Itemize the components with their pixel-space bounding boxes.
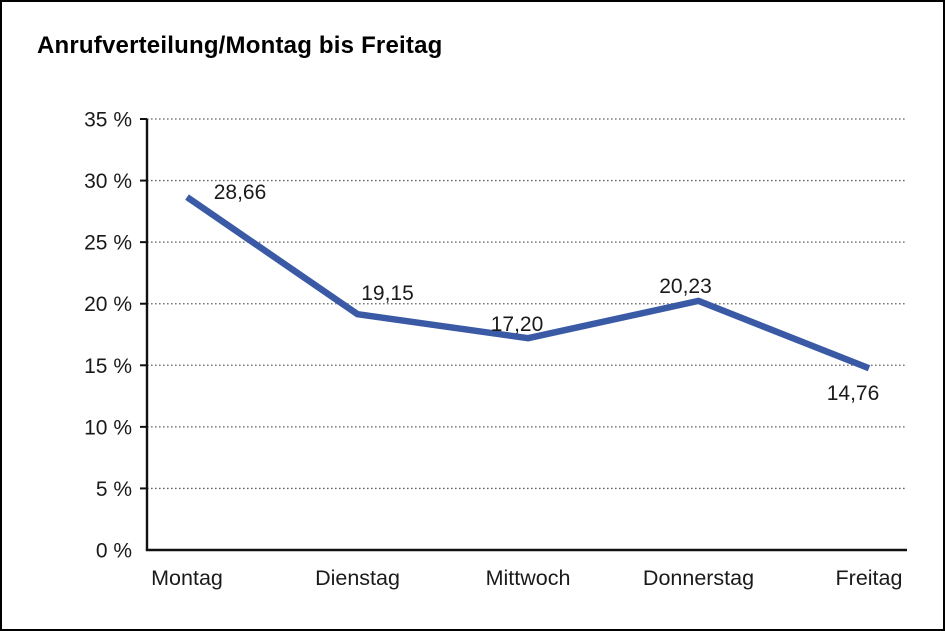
x-category-label: Dienstag [315, 566, 400, 590]
y-tick-label: 35 % [84, 109, 132, 132]
y-tick-label: 0 % [96, 540, 132, 563]
data-point-label: 20,23 [659, 275, 712, 298]
data-point-label: 19,15 [361, 282, 414, 305]
y-tick-label: 15 % [84, 355, 132, 378]
data-point-label: 14,76 [827, 382, 880, 405]
x-category-label: Freitag [836, 566, 903, 590]
data-point-label: 17,20 [491, 313, 544, 336]
y-tick-label: 5 % [96, 478, 132, 501]
y-tick-label: 25 % [84, 232, 132, 255]
y-tick-label: 10 % [84, 416, 132, 439]
y-tick-label: 30 % [84, 170, 132, 193]
y-tick-label: 20 % [84, 293, 132, 316]
x-category-label: Mittwoch [486, 566, 571, 590]
data-series-line [185, 194, 871, 372]
data-point-label: 28,66 [214, 181, 267, 204]
x-category-label: Donnerstag [643, 566, 754, 590]
chart-title: Anrufverteilung/Montag bis Freitag [37, 32, 443, 59]
x-category-label: Montag [151, 566, 223, 590]
